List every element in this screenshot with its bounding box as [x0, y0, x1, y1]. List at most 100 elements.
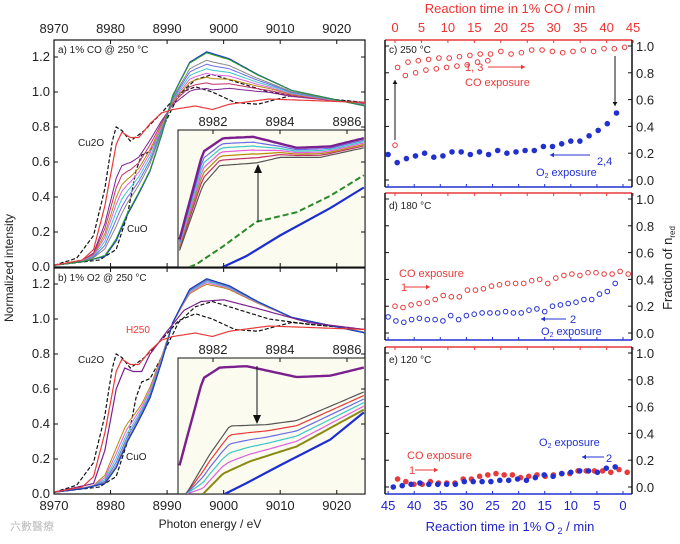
co-data-point — [590, 48, 597, 55]
inset-cuo-curve — [224, 411, 365, 494]
bottom-x-label-sub: 2 — [555, 526, 563, 536]
inset-start-curve — [178, 147, 364, 251]
panel-b-title: b) 1% O2 @ 250 °C — [58, 273, 147, 284]
inset-spectrum-curve — [178, 141, 364, 244]
bottom-x-tick-label: 9010 — [266, 498, 295, 513]
fraction-y-tick-label: 0.2 — [636, 299, 654, 314]
fraction-y-tick-label: 0.8 — [636, 373, 654, 388]
o2-data-point — [541, 472, 548, 478]
top-x-axis-label: Reaction time in 1% CO / min — [425, 1, 596, 16]
co-data-point — [528, 277, 535, 284]
co-time-tick-label: 30 — [546, 20, 560, 35]
o2-data-point — [568, 469, 574, 476]
co-data-point — [488, 283, 495, 289]
co-data-point — [611, 45, 618, 52]
panel-a-title: a) 1% CO @ 250 °C — [58, 45, 148, 56]
co-time-tick-label: 45 — [626, 20, 640, 35]
co-data-point — [415, 57, 422, 64]
inset-spectrum-curve — [179, 405, 365, 494]
o2-data-point — [588, 296, 595, 303]
o2-direction-arrow-icon — [550, 152, 554, 158]
h250-spectrum-curve — [53, 325, 366, 493]
co-data-point — [509, 472, 516, 478]
inset-start-curve — [178, 365, 365, 466]
o2-time-tick-label: 45 — [381, 498, 395, 513]
inset-x-tick-label: 8982 — [199, 114, 228, 129]
cu2o-label-a: Cu2O — [78, 138, 104, 149]
o2-data-point — [440, 153, 446, 159]
c-co-runs: 1, 3 — [465, 62, 483, 74]
o2-data-point — [604, 120, 611, 127]
watermark: 六數醫療 — [10, 519, 54, 533]
c-o2-o: O — [536, 167, 545, 179]
co-data-point — [456, 294, 463, 300]
co-data-point — [412, 70, 419, 76]
fraction-y-tick-label: 0.6 — [636, 246, 654, 261]
d-o2-post: exposure — [553, 326, 601, 338]
o2-data-point — [505, 477, 512, 484]
o2-data-point — [479, 478, 485, 485]
fraction-y-tick-label: 0.2 — [636, 453, 654, 468]
co-time-tick-label: 25 — [520, 20, 534, 35]
o2-time-tick-label: 15 — [537, 498, 551, 513]
co-data-point — [520, 280, 527, 287]
o2-data-point — [549, 143, 556, 150]
co-data-point — [432, 296, 439, 303]
o2-data-point — [596, 291, 603, 297]
top-x-tick-label: 9010 — [266, 21, 295, 36]
co-data-point — [392, 303, 398, 310]
e-o2-sub: 2 — [548, 443, 552, 450]
co-data-point — [408, 302, 414, 308]
oxidized-spectrum-curve — [53, 278, 366, 493]
o2-direction-arrow-icon — [582, 454, 586, 460]
o2-data-point — [458, 149, 465, 155]
inset-spectrum-curve — [178, 142, 364, 246]
co-data-point — [625, 271, 632, 277]
inset-spectrum-curve — [178, 139, 364, 242]
o2-data-point — [510, 310, 517, 316]
o2-time-tick-label: 40 — [407, 498, 421, 513]
cuo-label-b: CuO — [126, 452, 147, 463]
o2-data-point — [612, 280, 619, 287]
co-data-point — [405, 59, 411, 65]
o2-data-point — [403, 155, 410, 162]
o2-data-point — [504, 150, 510, 156]
o2-data-point — [385, 151, 391, 158]
o2-data-point — [394, 159, 401, 166]
panel-b-y-tick-label: 0.4 — [32, 416, 50, 431]
o2-data-point — [408, 316, 415, 323]
fraction-y-tick-label: 0.8 — [636, 66, 654, 81]
cuo-reference-curve — [53, 300, 366, 493]
fraction-y-tick-label: 0.2 — [636, 146, 654, 161]
co-data-point — [446, 55, 453, 61]
fraction-y-tick-label: 0.6 — [636, 93, 654, 108]
o2-data-point — [408, 481, 414, 488]
o2-time-tick-label: 35 — [433, 498, 447, 513]
o2-data-point — [449, 149, 455, 155]
panel-b-y-tick-label: 0.2 — [32, 451, 50, 466]
inset-end-curve — [178, 135, 365, 240]
co-time-tick-label: 15 — [467, 20, 481, 35]
co-data-point — [496, 282, 503, 288]
co-time-tick-label: 5 — [418, 20, 425, 35]
co-data-point — [472, 287, 479, 293]
left-axis-ticks: 8970 8970 8980 8980 8990 8990 9000 9000 9010 9010… — [32, 21, 365, 513]
co-data-point — [480, 286, 487, 292]
fraction-y-tick-label: 0.4 — [636, 119, 654, 134]
o2-data-point — [604, 288, 611, 295]
o2-data-point — [577, 138, 583, 144]
d-o2-o: O — [541, 326, 550, 338]
co-data-point — [585, 269, 591, 276]
o2-data-point — [603, 465, 610, 472]
o2-data-point — [497, 477, 503, 484]
o2-time-tick-label: 0 — [619, 498, 626, 513]
co-data-point — [570, 48, 576, 55]
o2-data-point — [399, 482, 406, 489]
co-data-point — [608, 469, 614, 476]
e-o2-exposure: O2 exposure — [539, 437, 600, 450]
co-data-point — [456, 53, 463, 60]
o2-data-point — [385, 314, 391, 320]
o2-data-point — [558, 141, 565, 147]
panel-b-y-tick-label: 0.0 — [32, 486, 50, 501]
co-data-point — [493, 470, 499, 477]
